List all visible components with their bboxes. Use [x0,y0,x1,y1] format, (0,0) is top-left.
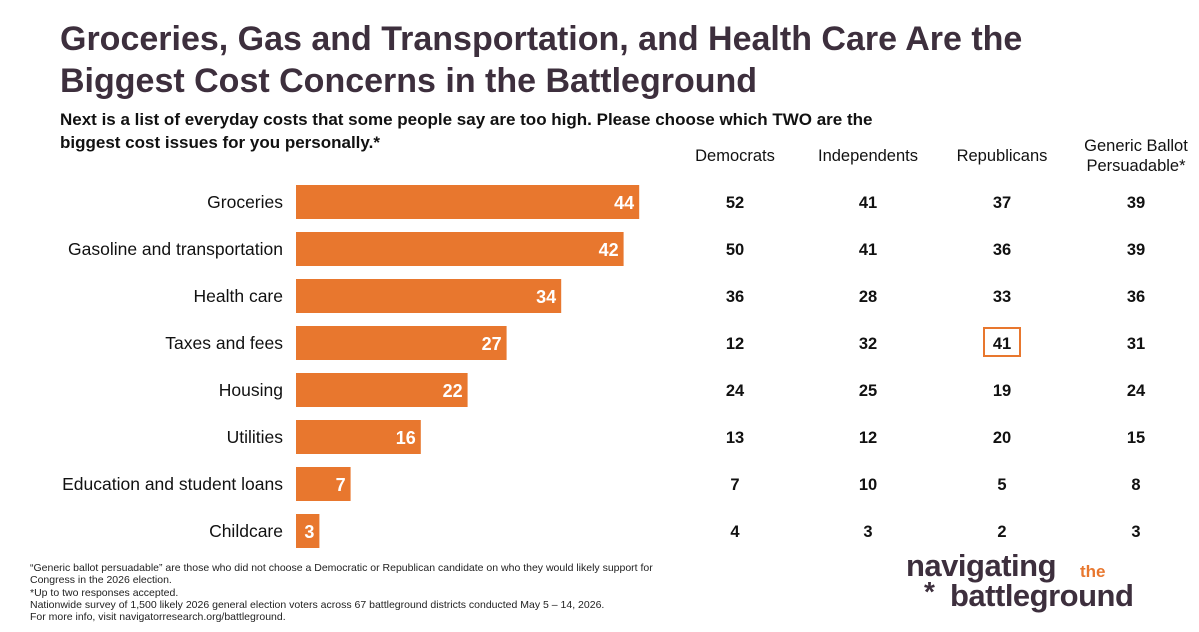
bar-childcare [296,514,320,548]
bar-value-label-education-and-student-loans: 7 [336,475,346,495]
table-cell-republicans-utilities: 20 [993,429,1011,447]
logo-word-the: the [1080,562,1106,581]
table-cell-independents-taxes-and-fees: 32 [859,335,877,353]
bar-value-label-taxes-and-fees: 27 [482,334,502,354]
question-line-2: biggest cost issues for you personally.* [60,133,380,152]
footnote-line: *Up to two responses accepted. [30,586,179,599]
table-cell-independents-gasoline-and-transportation: 41 [859,241,877,259]
column-header-independents: Independents [798,146,938,166]
question-text: Next is a list of everyday costs that so… [60,108,960,154]
category-label-housing: Housing [219,380,283,400]
logo-word-battleground: battleground [950,578,1134,613]
table-cell-democrats-utilities: 13 [726,429,744,447]
table-cell-generic-ballot-persuadable-groceries: 39 [1127,194,1145,212]
bar-taxes-and-fees [296,326,507,360]
footnotes: “Generic ballot persuadable” are those w… [30,562,790,623]
table-cell-democrats-health-care: 36 [726,288,744,306]
table-cell-republicans-health-care: 33 [993,288,1011,306]
title-line-2: Biggest Cost Concerns in the Battlegroun… [60,62,758,100]
table-cell-republicans-education-and-student-loans: 5 [997,476,1006,494]
table-cell-democrats-gasoline-and-transportation: 50 [726,241,744,259]
table-cell-generic-ballot-persuadable-health-care: 36 [1127,288,1145,306]
page-title: Groceries, Gas and Transportation, and H… [60,18,1160,102]
table-cell-democrats-housing: 24 [726,382,745,400]
table-cell-independents-childcare: 3 [863,523,872,541]
column-header-democrats: Democrats [665,146,805,166]
bar-utilities [296,420,421,454]
table-cell-democrats-childcare: 4 [730,523,740,541]
table-cell-independents-education-and-student-loans: 10 [859,476,877,494]
highlight-box [983,327,1021,357]
bar-health-care [296,279,562,313]
table-cell-democrats-education-and-student-loans: 7 [730,476,739,494]
category-label-utilities: Utilities [227,427,284,447]
table-cell-republicans-childcare: 2 [997,523,1006,541]
table-cell-independents-utilities: 12 [859,429,877,447]
table-cell-republicans-groceries: 37 [993,194,1011,212]
bar-value-label-groceries: 44 [614,193,634,213]
column-header-democrats-label: Democrats [695,147,775,165]
logo-word-navigating: navigating [906,548,1057,583]
category-label-health-care: Health care [194,286,284,306]
bar-value-label-housing: 22 [443,381,463,401]
category-label-taxes-and-fees: Taxes and fees [165,333,283,353]
footnote-line: “Generic ballot persuadable” are those w… [30,562,653,574]
table-cell-generic-ballot-persuadable-education-and-student-loans: 8 [1131,476,1140,494]
table-cell-generic-ballot-persuadable-taxes-and-fees: 31 [1127,335,1145,353]
table-cell-republicans-gasoline-and-transportation: 36 [993,241,1011,259]
table-cell-generic-ballot-persuadable-housing: 24 [1127,382,1146,400]
table-cell-generic-ballot-persuadable-utilities: 15 [1127,429,1145,447]
column-header-republicans-label: Republicans [956,147,1048,165]
bar-value-label-health-care: 34 [536,287,556,307]
column-header-persuadable-line-2: Persuadable* [1086,157,1186,175]
table-cell-democrats-taxes-and-fees: 12 [726,335,744,353]
footnote-line: For more info, visit navigatorresearch.o… [30,611,286,624]
table-cell-independents-housing: 25 [859,382,877,400]
column-header-republicans: Republicans [932,146,1072,166]
bar-gasoline-and-transportation [296,232,624,266]
category-label-groceries: Groceries [207,192,283,212]
table-cell-generic-ballot-persuadable-childcare: 3 [1131,523,1140,541]
bar-value-label-utilities: 16 [396,428,416,448]
bar-housing [296,373,468,407]
table-cell-independents-health-care: 28 [859,288,877,306]
column-header-persuadable-line-1: Generic Ballot [1084,137,1188,155]
column-header-independents-label: Independents [817,147,918,165]
title-line-1: Groceries, Gas and Transportation, and H… [60,20,1023,58]
table-cell-republicans-taxes-and-fees: 41 [993,335,1011,353]
footnote-line: Nationwide survey of 1,500 likely 2026 g… [30,598,605,611]
logo-star: * [924,576,935,607]
bar-value-label-childcare: 3 [304,522,314,542]
table-cell-independents-groceries: 41 [859,194,877,212]
bar-education-and-student-loans [296,467,351,501]
category-label-gasoline-and-transportation: Gasoline and transportation [68,239,283,259]
category-label-childcare: Childcare [209,521,283,541]
column-header-persuadable: Generic Ballot Persuadable* [1066,136,1199,176]
bar-groceries [296,185,640,219]
navigating-battleground-logo: navigating the * battleground [906,548,1186,618]
bar-value-label-gasoline-and-transportation: 42 [599,240,619,260]
table-cell-generic-ballot-persuadable-gasoline-and-transportation: 39 [1127,241,1145,259]
table-cell-republicans-housing: 19 [993,382,1011,400]
footnote-line: Congress in the 2026 election. [30,574,172,587]
category-label-education-and-student-loans: Education and student loans [62,474,283,494]
table-cell-democrats-groceries: 52 [726,194,744,212]
question-line-1: Next is a list of everyday costs that so… [60,110,873,129]
